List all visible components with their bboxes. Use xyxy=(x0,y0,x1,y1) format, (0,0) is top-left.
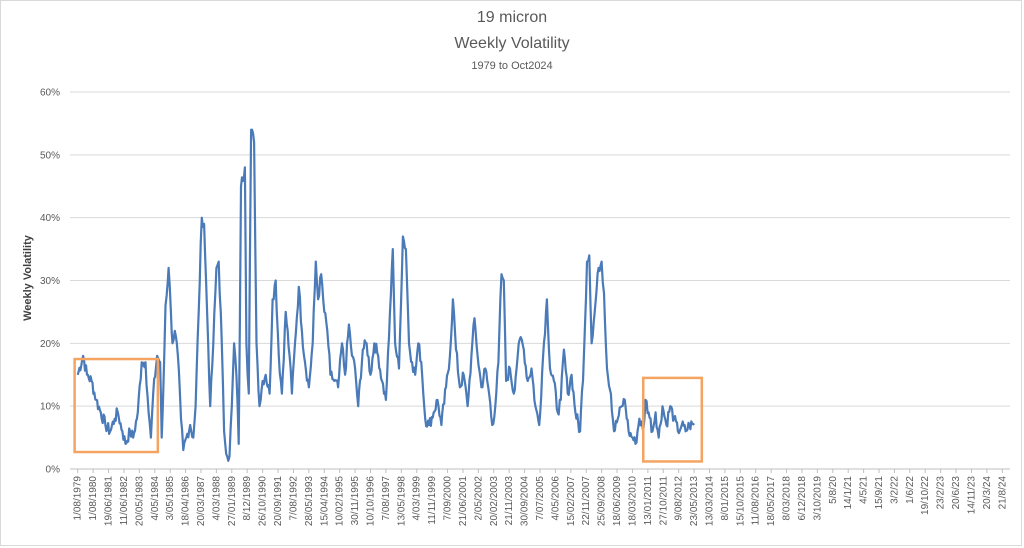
x-tick-label: 8/03/2018 xyxy=(782,476,793,521)
x-tick-label: 18/06/2009 xyxy=(612,476,623,526)
x-tick-label: 7/09/2000 xyxy=(443,476,454,521)
x-tick-label: 10/02/1995 xyxy=(335,476,346,526)
x-tick-label: 15/9/21 xyxy=(874,476,885,510)
x-tick-label: 30/11/1995 xyxy=(350,476,361,526)
x-tick-label: 7/08/1997 xyxy=(381,476,392,521)
x-tick-label: 8/12/1989 xyxy=(242,476,253,521)
x-tick-label: 14/11/23 xyxy=(966,476,977,515)
x-tick-label: 21/06/2001 xyxy=(458,476,469,526)
x-tick-label: 23/2/23 xyxy=(936,476,947,510)
x-tick-label: 13/03/2014 xyxy=(705,476,716,526)
x-tick-label: 20/02/2003 xyxy=(489,476,500,526)
chart-subtitle: Weekly Volatility xyxy=(454,35,570,52)
volatility-series-line xyxy=(76,128,695,462)
x-tick-label: 19/10/22 xyxy=(920,476,931,515)
y-tick-label: 50% xyxy=(40,150,60,161)
x-tick-label: 27/01/1989 xyxy=(227,476,238,526)
x-tick-label: 4/5/21 xyxy=(859,476,870,504)
x-tick-label: 14/1/21 xyxy=(843,476,854,510)
y-tick-label: 60% xyxy=(40,88,60,99)
x-tick-label: 11/08/2016 xyxy=(751,476,762,526)
chart-title: 19 micron xyxy=(476,9,548,26)
x-tick-label: 22/11/2007 xyxy=(581,476,592,526)
x-tick-label: 28/05/1993 xyxy=(304,476,315,526)
y-tick-label: 10% xyxy=(40,402,60,413)
x-tick-label: 13/05/1998 xyxy=(396,476,407,526)
x-tick-label: 20/3/24 xyxy=(982,476,993,510)
x-tick-label: 25/09/2008 xyxy=(597,476,608,526)
x-tick-label: 20/03/1987 xyxy=(196,476,207,526)
x-tick-label: 18/03/2010 xyxy=(627,476,638,526)
x-tick-label: 5/8/20 xyxy=(828,476,839,504)
x-tick-label: 2/05/2002 xyxy=(473,476,484,521)
x-tick-label: 30/09/2004 xyxy=(520,476,531,526)
x-tick-label: 4/05/2006 xyxy=(550,476,561,521)
y-tick-label: 0% xyxy=(46,465,61,476)
x-tick-label: 3/2/22 xyxy=(889,476,900,504)
y-tick-label: 40% xyxy=(40,213,60,224)
x-tick-label: 1/6/22 xyxy=(905,476,916,504)
x-tick-label: 3/10/2019 xyxy=(812,476,823,521)
x-tick-label: 10/10/1996 xyxy=(365,476,376,526)
x-tick-label: 11/11/1999 xyxy=(427,476,438,525)
x-tick-label: 7/07/2005 xyxy=(535,476,546,521)
x-tick-label: 1/08/1980 xyxy=(88,476,99,521)
x-tick-label: 15/02/2007 xyxy=(566,476,577,526)
highlight-box xyxy=(641,376,704,463)
x-tick-label: 4/05/1984 xyxy=(150,476,161,521)
x-tick-label: 21/8/24 xyxy=(997,476,1008,510)
x-tick-label: 18/04/1986 xyxy=(181,476,192,526)
x-tick-label: 4/03/1999 xyxy=(412,476,423,521)
x-tick-label: 4/03/1988 xyxy=(211,476,222,521)
x-tick-label: 8/01/2015 xyxy=(720,476,731,521)
x-tick-label: 26/10/1990 xyxy=(258,476,269,526)
x-tick-label: 20/6/23 xyxy=(951,476,962,510)
x-tick-label: 20/09/1991 xyxy=(273,476,284,526)
chart-date-range: 1979 to Oct2024 xyxy=(471,60,553,72)
x-tick-label: 1/08/1979 xyxy=(73,476,84,521)
x-tick-label: 21/11/2003 xyxy=(504,476,515,526)
x-tick-label: 6/12/2018 xyxy=(797,476,808,521)
x-tick-label: 15/10/2015 xyxy=(735,476,746,526)
y-tick-label: 20% xyxy=(40,339,60,350)
x-tick-label: 15/04/1994 xyxy=(319,476,330,526)
x-tick-label: 7/08/1992 xyxy=(288,476,299,521)
x-tick-label: 27/10/2011 xyxy=(658,476,669,526)
x-tick-label: 23/05/2013 xyxy=(689,476,700,526)
highlight-box xyxy=(73,357,160,454)
x-tick-label: 20/05/1983 xyxy=(134,476,145,526)
x-tick-label: 18/05/2017 xyxy=(766,476,777,526)
y-tick-label: 30% xyxy=(40,276,60,287)
x-tick-label: 19/06/1981 xyxy=(104,476,115,526)
x-tick-label: 9/08/2012 xyxy=(674,476,685,521)
x-tick-label: 13/01/2011 xyxy=(643,476,654,526)
x-tick-label: 11/06/1982 xyxy=(119,476,130,526)
x-tick-label: 3/05/1985 xyxy=(165,476,176,521)
